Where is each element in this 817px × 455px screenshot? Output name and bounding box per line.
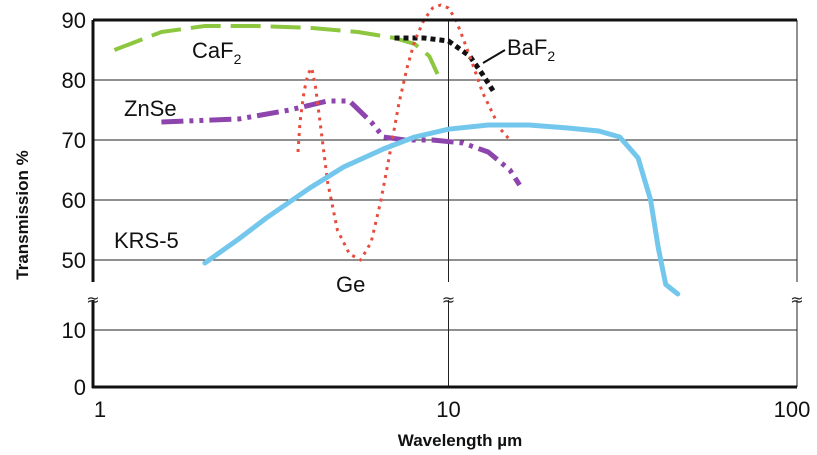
y-axis-title: Transmission % xyxy=(13,150,32,279)
series-label-caf2-sub: 2 xyxy=(234,51,242,67)
y-tick-label-60: 60 xyxy=(62,188,86,213)
series-label-baf2: BaF2 xyxy=(507,35,555,64)
y-tick-label-10: 10 xyxy=(62,318,86,343)
break-mark-x-100: ≈ xyxy=(790,290,803,309)
x-axis-title: Wavelength µm xyxy=(398,431,522,450)
series-line-znse xyxy=(161,98,522,187)
y-tick-label-0: 0 xyxy=(74,375,86,400)
series-label-caf2-main: CaF xyxy=(192,38,234,63)
y-tick-label-90: 90 xyxy=(62,8,86,33)
break-mark-x-10: ≈ xyxy=(442,290,455,309)
series-line-caf2 xyxy=(113,24,440,75)
series-label-baf2-main: BaF xyxy=(507,35,547,60)
y-tick-label-80: 80 xyxy=(62,68,86,93)
y-axis-break-mark: ≈ xyxy=(86,290,99,309)
x-tick-label-1: 1 xyxy=(94,397,106,422)
series-label-caf2: CaF2 xyxy=(192,38,242,67)
x-tick-label-100: 100 xyxy=(774,397,811,422)
series-line-ge xyxy=(296,3,512,262)
series-label-ge: Ge xyxy=(336,272,365,297)
grid-layer xyxy=(93,20,798,387)
series-layer xyxy=(113,3,681,297)
series-label-krs5: KRS-5 xyxy=(114,228,179,253)
x-tick-label-10: 10 xyxy=(436,397,460,422)
y-tick-label-50: 50 xyxy=(62,248,86,273)
series-label-baf2-sub: 2 xyxy=(547,48,555,64)
series-label-znse: ZnSe xyxy=(124,96,177,121)
baf2-leader-line xyxy=(482,49,506,64)
series-line-baf2 xyxy=(394,35,497,94)
y-tick-label-70: 70 xyxy=(62,128,86,153)
series-line-krs5 xyxy=(202,122,681,297)
